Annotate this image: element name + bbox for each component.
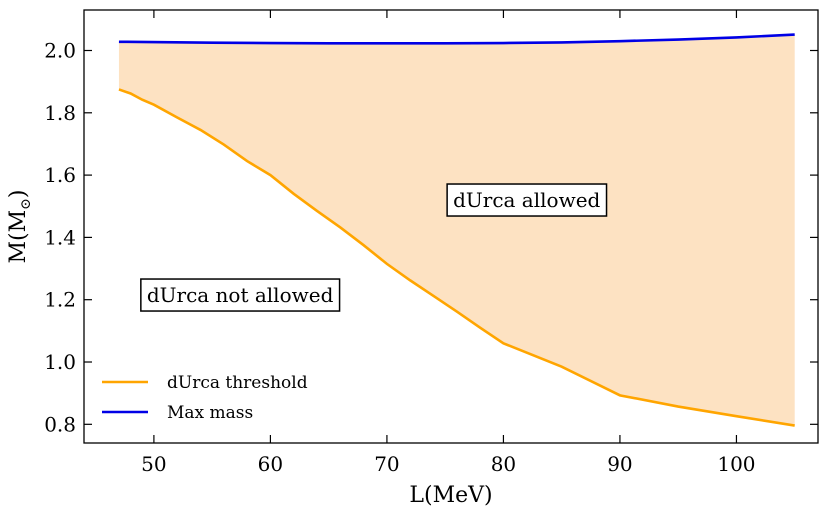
annotation-box [140,278,341,312]
svg-text:M(M⊙): M(M⊙) [6,190,34,264]
plot-frame [83,9,819,444]
annotation-text: dUrca not allowed [147,283,334,307]
x-tick-label: 100 [717,452,755,476]
annotations-layer: dUrca allowed dUrca not allowed [140,183,608,312]
y-tick-label: 0.8 [44,412,76,436]
y-tick-label: 2.0 [44,38,76,62]
x-axis-label: L(MeV) [409,483,492,508]
annotation-durca-allowed: dUrca allowed [446,183,608,217]
legend-label-max-mass: Max mass [167,403,253,423]
annotation-text: dUrca allowed [453,188,600,212]
x-tick-label: 60 [258,452,283,476]
annotation-durca-not-allowed: dUrca not allowed [140,278,341,312]
y-tick-label: 1.4 [44,225,76,249]
fill-layer [118,34,795,426]
y-tick-label: 1.6 [44,163,76,187]
legend-label-durca-threshold: dUrca threshold [167,373,308,393]
y-tick-label: 1.8 [44,101,76,125]
x-tick-label: 70 [374,452,399,476]
durca-threshold-line [118,88,795,427]
y-tick-label: 1.0 [44,350,76,374]
x-tick-label: 80 [491,452,516,476]
allowed-region-fill [118,34,795,426]
y-axis-label-close: ) [6,190,31,199]
x-tick-label: 90 [607,452,632,476]
max-mass-line [118,33,795,45]
series-layer [118,33,795,427]
ticks-layer: 50 60 70 80 90 100 0.8 1.0 1.2 1.4 1.6 1.8 2.0 [44,10,818,476]
y-axis-label-sub: ⊙ [18,198,34,210]
y-axis-label: M(M⊙) [6,190,34,264]
annotation-box [446,183,608,217]
legend: dUrca threshold Max mass [102,373,308,423]
y-tick-label: 1.2 [44,288,76,312]
y-axis-label-main: M(M [6,210,31,264]
x-tick-label: 50 [141,452,166,476]
